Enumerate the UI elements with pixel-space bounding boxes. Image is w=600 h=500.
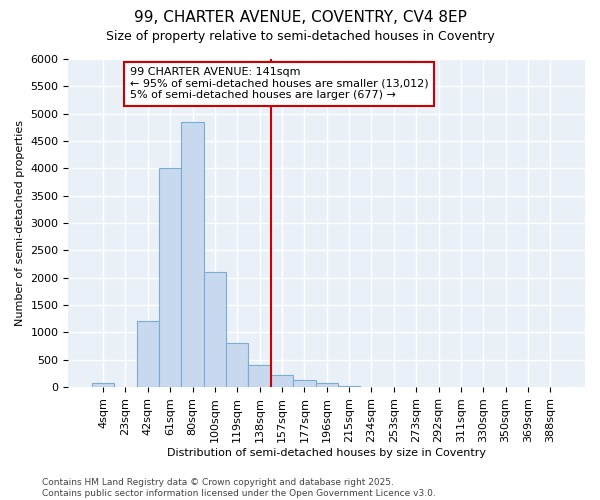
X-axis label: Distribution of semi-detached houses by size in Coventry: Distribution of semi-detached houses by … — [167, 448, 486, 458]
Text: 99 CHARTER AVENUE: 141sqm
← 95% of semi-detached houses are smaller (13,012)
5% : 99 CHARTER AVENUE: 141sqm ← 95% of semi-… — [130, 67, 428, 100]
Bar — [159, 168, 181, 387]
Bar — [271, 374, 293, 387]
Bar — [181, 122, 204, 387]
Bar — [92, 383, 114, 387]
Bar — [316, 383, 338, 387]
Bar — [338, 386, 360, 387]
Text: Size of property relative to semi-detached houses in Coventry: Size of property relative to semi-detach… — [106, 30, 494, 43]
Text: Contains HM Land Registry data © Crown copyright and database right 2025.
Contai: Contains HM Land Registry data © Crown c… — [42, 478, 436, 498]
Bar — [137, 322, 159, 387]
Text: 99, CHARTER AVENUE, COVENTRY, CV4 8EP: 99, CHARTER AVENUE, COVENTRY, CV4 8EP — [134, 10, 466, 25]
Bar — [226, 344, 248, 387]
Y-axis label: Number of semi-detached properties: Number of semi-detached properties — [15, 120, 25, 326]
Bar — [293, 380, 316, 387]
Bar — [204, 272, 226, 387]
Bar — [248, 365, 271, 387]
